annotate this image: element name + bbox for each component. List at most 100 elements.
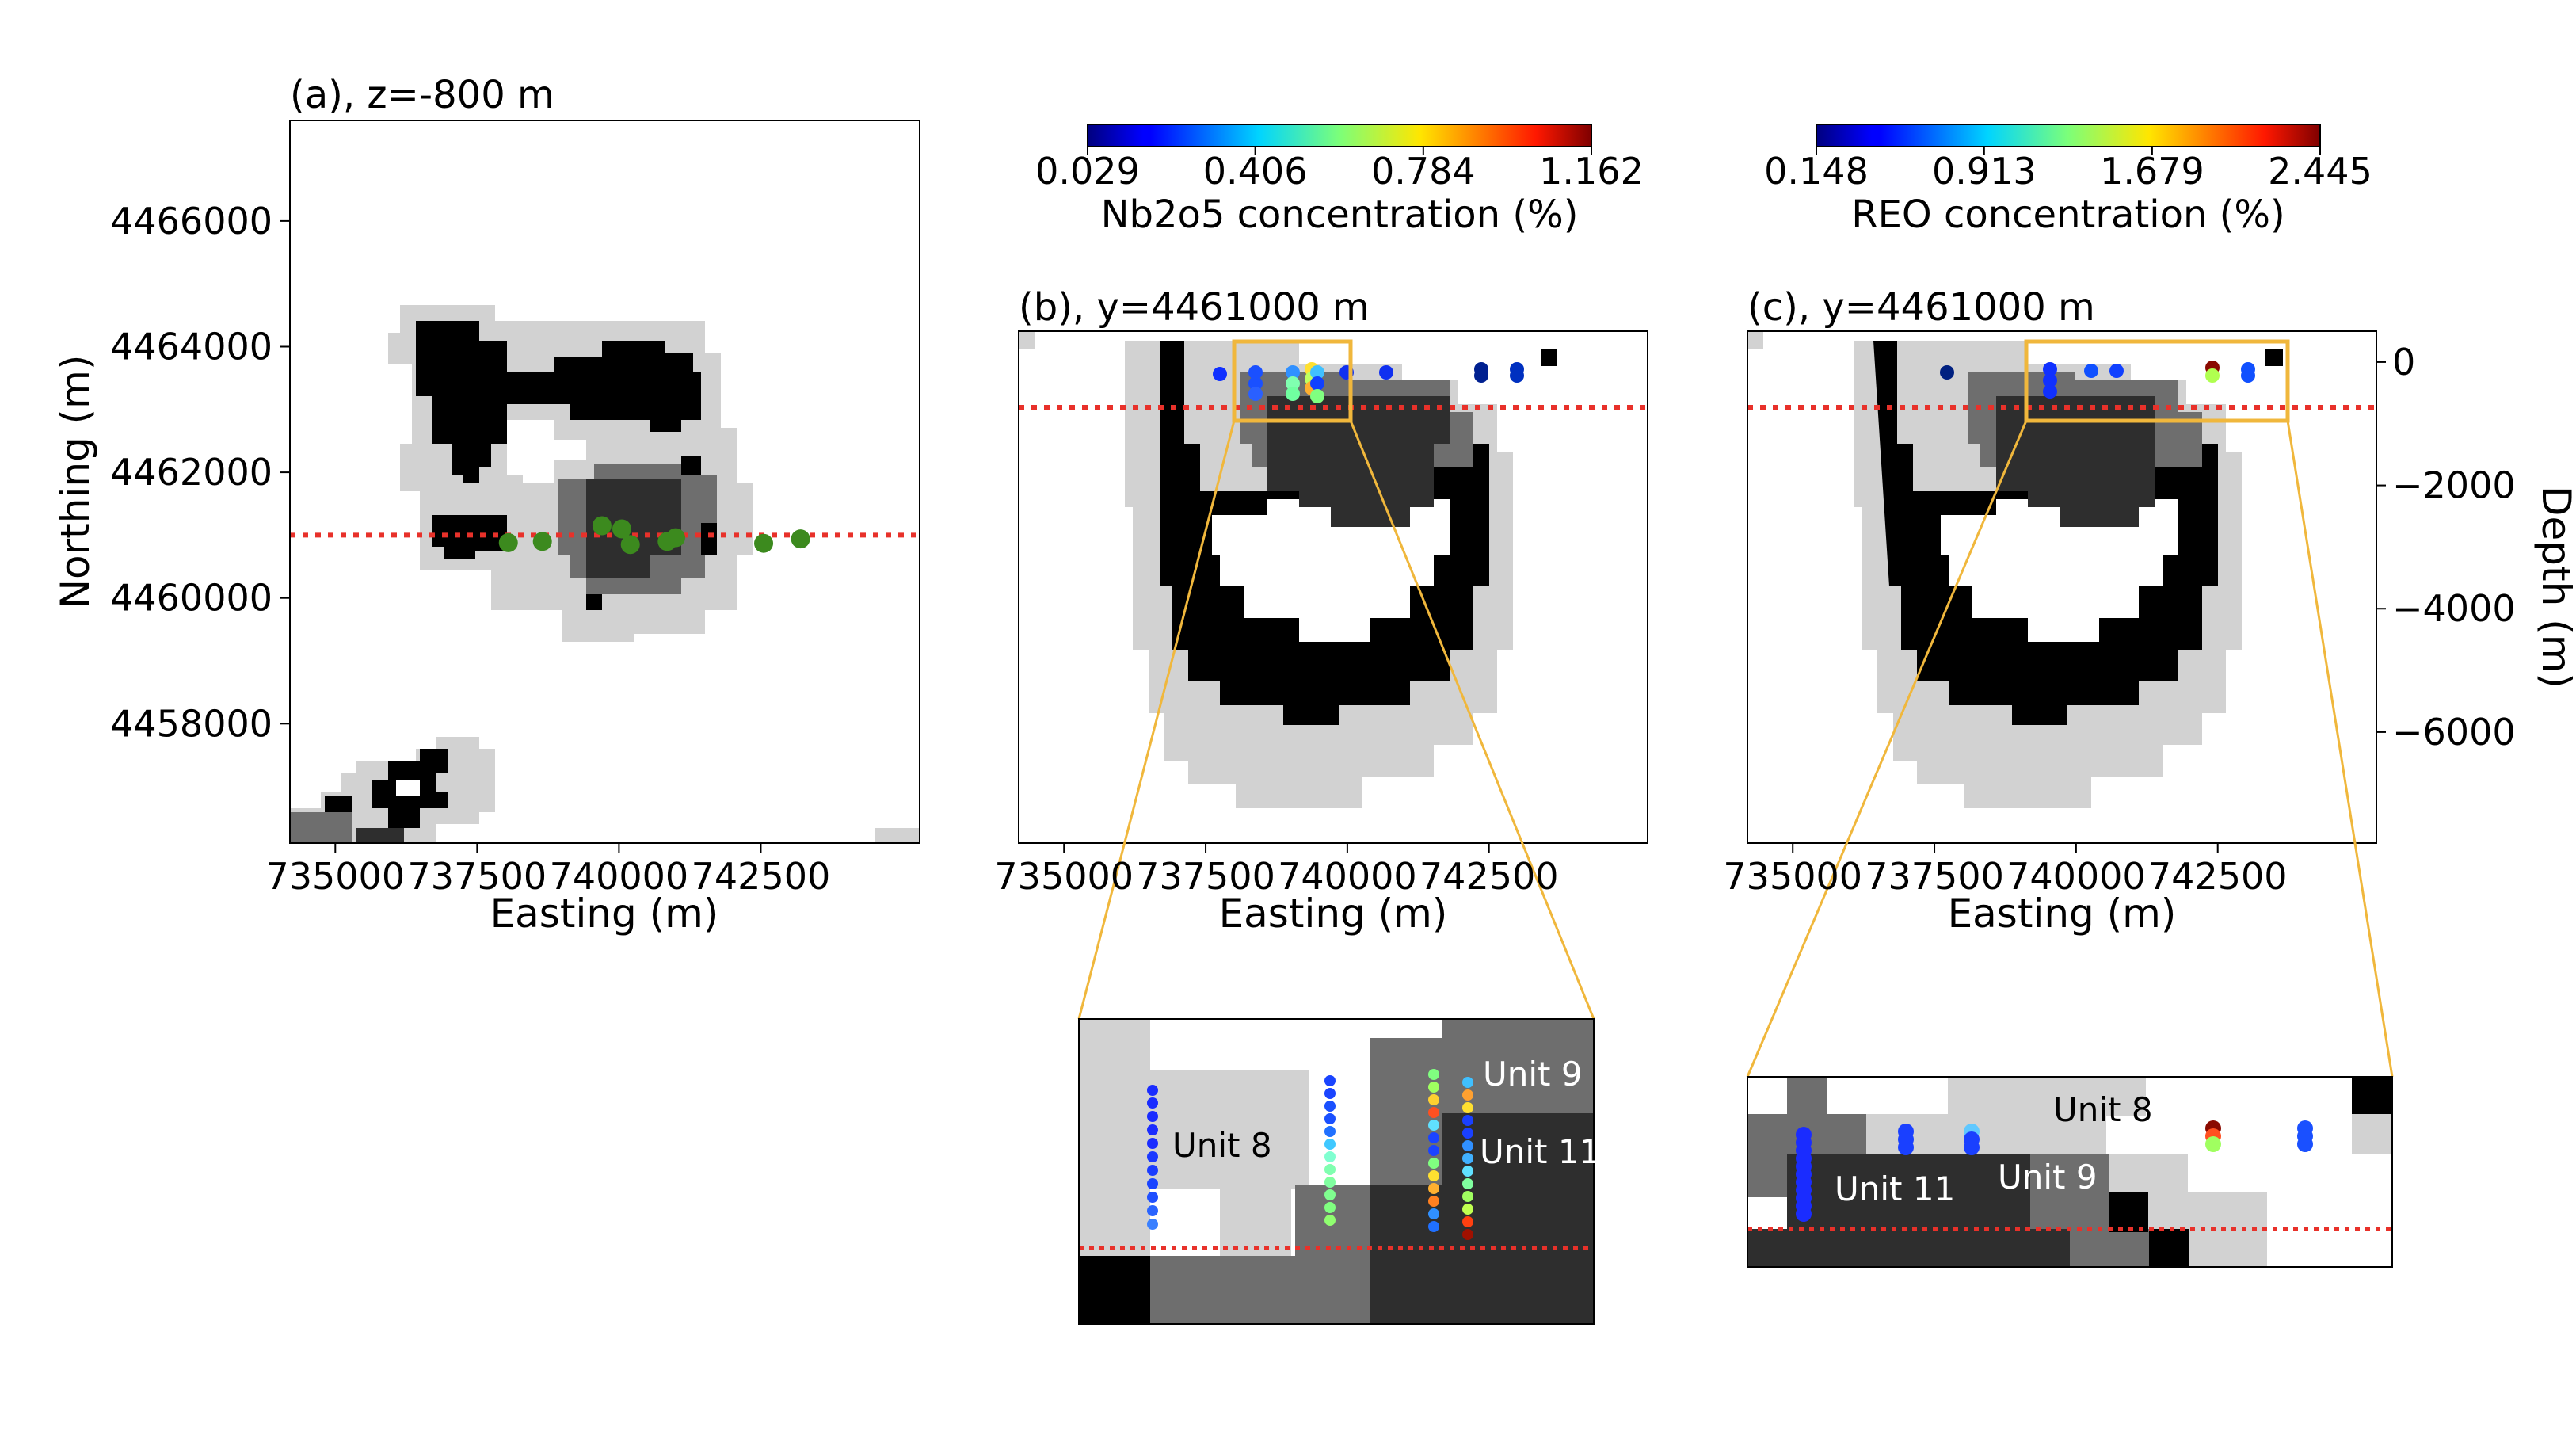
sample-point (1428, 1082, 1439, 1093)
sample-point (1428, 1094, 1439, 1105)
inset-b-label-unit9: Unit 9 (1483, 1055, 1583, 1093)
sample-point (1428, 1120, 1439, 1131)
sample-point (1324, 1075, 1336, 1086)
sample-point (1462, 1140, 1473, 1151)
y-tick-label: 4458000 (110, 702, 272, 745)
panel-b-xticks: 735000 737500 740000 742500 (994, 843, 1559, 898)
drillhole-point (620, 535, 640, 555)
sample-point (1428, 1132, 1439, 1143)
panel-c-yticks: 0 −2000 −4000 −6000 (2376, 341, 2516, 754)
x-tick-label: 740000 (550, 855, 689, 898)
colorbar-c-ticks: 0.148 0.913 1.679 2.445 (1764, 147, 2372, 193)
drillhole-point (532, 532, 552, 551)
y-tick-label: 4466000 (110, 200, 272, 242)
unit-mid-inset-b (1150, 1256, 1370, 1324)
drill-samples-c (1940, 361, 2255, 399)
unit-white-a-bottom (396, 780, 420, 796)
panel-b-frame (1018, 330, 1648, 844)
panel-a-ylabel: Northing (m) (52, 355, 98, 609)
unit-light-inset-b (1079, 1019, 1150, 1257)
sample-point (1286, 376, 1300, 391)
colorbar-tick-label: 1.679 (2100, 150, 2204, 193)
sample-point (1147, 1165, 1158, 1176)
sample-point (1286, 387, 1300, 401)
unit-black-inset-c (2352, 1077, 2392, 1114)
drill-samples-inset-b (1147, 1069, 1473, 1240)
sample-point (2084, 364, 2098, 378)
sample-point (1510, 368, 1524, 383)
sample-point (1324, 1164, 1336, 1175)
sample-point (1462, 1115, 1473, 1126)
y-tick-label: 4460000 (110, 577, 272, 620)
sample-point (1462, 1166, 1473, 1177)
sample-point (1428, 1145, 1439, 1156)
zoom-box-c (2024, 339, 2290, 423)
sample-point (1964, 1139, 1980, 1155)
drill-samples-b (1213, 362, 1524, 403)
zoom-box-b (1232, 339, 1353, 423)
drill-samples-inset-c (1796, 1120, 2313, 1222)
sample-point (1898, 1139, 1914, 1155)
panel-a: 735000 737500 740000 742500 446600044640004… (52, 73, 920, 937)
sample-point (2043, 384, 2057, 399)
unit-black-inset-c (2149, 1229, 2189, 1267)
drillholes-a (498, 516, 810, 555)
colorbar-tick-label: 0.784 (1371, 150, 1476, 193)
sample-point (1428, 1221, 1439, 1232)
sample-point (2241, 368, 2255, 383)
unit-black-c-top (2265, 349, 2283, 366)
x-tick-label: 735000 (994, 855, 1134, 898)
colorbar-tick-label: 0.913 (1932, 150, 2037, 193)
sample-point (2043, 373, 2057, 387)
unit-dark-b (1267, 396, 1450, 527)
colorbar-tick-label: 0.029 (1035, 150, 1140, 193)
unit-black-a-bottom (325, 796, 352, 812)
panel-b-xlabel: Easting (m) (1219, 891, 1448, 937)
unit-black-inset-c (2109, 1192, 2148, 1232)
sample-point (1324, 1202, 1336, 1213)
drillhole-point (754, 533, 774, 553)
sample-point (1428, 1183, 1439, 1194)
sample-point (1462, 1128, 1473, 1139)
sample-point (1324, 1101, 1336, 1112)
sample-point (1462, 1153, 1473, 1164)
unit-dark-inset-b (1370, 1256, 1594, 1324)
panel-c-units (1747, 331, 2283, 808)
unit-black-inset-b (1079, 1256, 1150, 1324)
sample-point (1324, 1113, 1336, 1124)
panel-c-frame (1747, 330, 2377, 844)
sample-point (2043, 362, 2057, 376)
colorbar-b-label: Nb2o5 concentration (%) (1101, 193, 1579, 237)
panel-a-yticks: 4466000 4464000 4462000 4460000 4458000 (110, 200, 290, 745)
unit-dark-a-bottom (356, 828, 404, 843)
sample-point (1310, 389, 1324, 403)
x-tick-label: 740000 (1278, 855, 1417, 898)
sample-point (1248, 376, 1263, 391)
panel-c-xticks: 735000 737500 740000 742500 (1723, 843, 2288, 898)
y-tick-label: −2000 (2392, 464, 2516, 507)
unit-black-a-piece (701, 523, 717, 555)
sample-point (1147, 1085, 1158, 1096)
panel-c-title: (c), y=4461000 m (1747, 285, 2095, 330)
unit-black-a-piece (586, 594, 602, 610)
colorbar-tick-label: 2.445 (2268, 150, 2372, 193)
unit-light-inset-c (1987, 1114, 2106, 1154)
drillhole-point (791, 529, 810, 549)
zoom-connector-b (1349, 420, 1595, 1020)
colorbar-c-label: REO concentration (%) (1851, 193, 2284, 237)
sample-point (1147, 1219, 1158, 1230)
sample-point (1147, 1192, 1158, 1203)
panel-a-xlabel: Easting (m) (490, 891, 719, 937)
sample-point (1462, 1204, 1473, 1215)
panel-a-frame (289, 120, 920, 844)
inset-c-label-unit9: Unit 9 (1998, 1158, 2098, 1196)
y-tick-label: 4462000 (110, 451, 272, 494)
x-tick-label: 742500 (692, 855, 831, 898)
sample-point (1428, 1196, 1439, 1207)
x-tick-label: 735000 (1723, 855, 1862, 898)
sample-point (1147, 1124, 1158, 1135)
unit-white-a (507, 420, 586, 483)
sample-point (1213, 367, 1227, 381)
x-tick-label: 742500 (1419, 855, 1559, 898)
panel-b: 0.029 0.406 0.784 1.162 Nb2o5 concentration… (994, 124, 1648, 1020)
